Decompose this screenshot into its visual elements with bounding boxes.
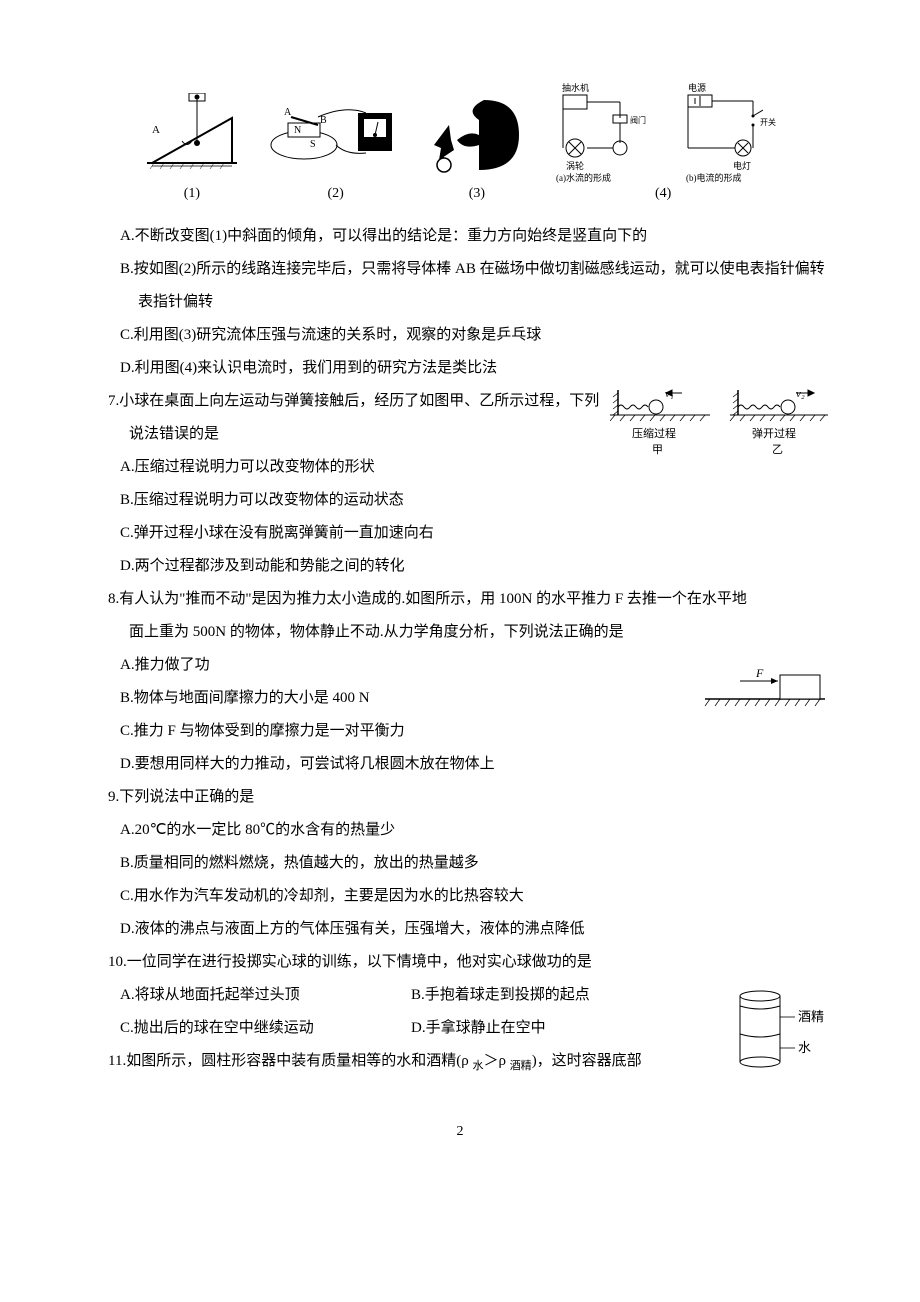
svg-text:F: F [755, 667, 764, 680]
q10-option-d: D.手拿球静止在空中 [429, 1012, 720, 1045]
svg-text:乙: 乙 [772, 443, 783, 456]
q9-option-c: C.用水作为汽车发动机的冷却剂，主要是因为水的比热容较大 [90, 880, 830, 913]
q7-figure: v₁ 压缩过程 甲 v₂ 弹开过程 [610, 385, 830, 476]
figure-1: A (1) [142, 90, 242, 210]
svg-text:电源: 电源 [688, 83, 706, 93]
q6-option-a: A.不断改变图(1)中斜面的倾角，可以得出的结论是：重力方向始终是竖直向下的 [90, 220, 830, 253]
q10-stem: 10.一位同学在进行投掷实心球的训练，以下情境中，他对实心球做功的是 [90, 946, 830, 979]
svg-text:B: B [320, 115, 327, 126]
svg-text:N: N [294, 125, 301, 136]
q10-option-c: C.抛出后的球在空中继续运动 [90, 1012, 429, 1045]
svg-text:水: 水 [798, 1040, 811, 1055]
blowing-ball-icon [429, 90, 524, 175]
svg-text:甲: 甲 [652, 444, 663, 456]
svg-text:S: S [310, 139, 316, 150]
q8-stem-1: 8.有人认为"推而不动"是因为推力太小造成的.如图所示，用 100N 的水平推力… [90, 583, 830, 616]
q9-stem: 9.下列说法中正确的是 [90, 781, 830, 814]
q11-sub-water: 水 [472, 1060, 483, 1072]
page-number: 2 [90, 1117, 830, 1148]
svg-text:压缩过程: 压缩过程 [632, 427, 676, 440]
figure-caption: (1) [184, 179, 200, 210]
q7-option-d: D.两个过程都涉及到动能和势能之间的转化 [90, 550, 830, 583]
svg-text:开关: 开关 [760, 117, 776, 127]
q6-option-b-cont: 表指针偏转 [90, 286, 830, 319]
q7-option-b: B.压缩过程说明力可以改变物体的运动状态 [90, 484, 830, 517]
q7-option-c: C.弹开过程小球在没有脱离弹簧前一直加速向右 [90, 517, 830, 550]
electromagnetic-induction-icon: N S A B [266, 95, 406, 170]
q6-option-c: C.利用图(3)研究流体压强与流速的关系时，观察的对象是乒乓球 [90, 319, 830, 352]
figure-3: (3) [429, 90, 524, 210]
q6-option-b: B.按如图(2)所示的线路连接完毕后，只需将导体棒 AB 在磁场中做切割磁感线运… [90, 253, 830, 286]
figure-caption: (2) [327, 179, 343, 210]
svg-text:v₂: v₂ [796, 388, 805, 400]
water-electric-analogy-icon: 抽水机 阀门 涡轮 (a)水流的形成 [548, 83, 778, 183]
svg-text:电灯: 电灯 [733, 160, 751, 171]
svg-text:A: A [152, 124, 160, 136]
svg-text:阀门: 阀门 [630, 115, 646, 125]
svg-text:抽水机: 抽水机 [562, 83, 589, 93]
q10-option-b: B.手抱着球走到投掷的起点 [429, 979, 720, 1012]
q8-stem-2: 面上重为 500N 的物体，物体静止不动.从力学角度分析，下列说法正确的是 [90, 616, 830, 649]
q10-option-a: A.将球从地面托起举过头顶 [90, 979, 429, 1012]
svg-text:涡轮: 涡轮 [566, 160, 584, 171]
figure-4: 抽水机 阀门 涡轮 (a)水流的形成 [548, 90, 778, 210]
q10-row-ab: A.将球从地面托起举过头顶 B.手抱着球走到投掷的起点 [90, 979, 720, 1012]
q9-option-a: A.20℃的水一定比 80℃的水含有的热量少 [90, 814, 830, 847]
figure-2: N S A B (2) [266, 90, 406, 210]
q8-figure: F [700, 667, 830, 725]
q11-stem-part1: 11.如图所示，圆柱形容器中装有质量相等的水和酒精(ρ [108, 1053, 472, 1069]
q11-stem: 11.如图所示，圆柱形容器中装有质量相等的水和酒精(ρ 水＞ρ 酒精)，这时容器… [90, 1045, 830, 1078]
q11-figure: 酒精 水 [730, 984, 830, 1087]
q9-option-b: B.质量相同的燃料燃烧，热值越大的，放出的热量越多 [90, 847, 830, 880]
q11-stem-mid: ＞ρ [483, 1053, 509, 1069]
svg-text:(a)水流的形成: (a)水流的形成 [556, 172, 611, 183]
figure-row-q6: A (1) N S A [130, 90, 790, 210]
q11-stem-end: )，这时容器底部 [532, 1053, 642, 1069]
svg-text:A: A [284, 107, 292, 118]
q6-option-d: D.利用图(4)来认识电流时，我们用到的研究方法是类比法 [90, 352, 830, 385]
svg-text:酒精: 酒精 [798, 1009, 824, 1024]
q11-sub-alcohol: 酒精 [510, 1060, 532, 1072]
figure-caption: (3) [469, 179, 485, 210]
figure-caption: (4) [655, 179, 671, 210]
q8-option-d: D.要想用同样大的力推动，可尝试将几根圆木放在物体上 [90, 748, 830, 781]
q9-option-d: D.液体的沸点与液面上方的气体压强有关，压强增大，液体的沸点降低 [90, 913, 830, 946]
svg-text:弹开过程: 弹开过程 [752, 426, 796, 440]
svg-text:(b)电流的形成: (b)电流的形成 [686, 172, 742, 183]
q10-row-cd: C.抛出后的球在空中继续运动 D.手拿球静止在空中 [90, 1012, 720, 1045]
inclined-plane-icon: A [142, 93, 242, 173]
